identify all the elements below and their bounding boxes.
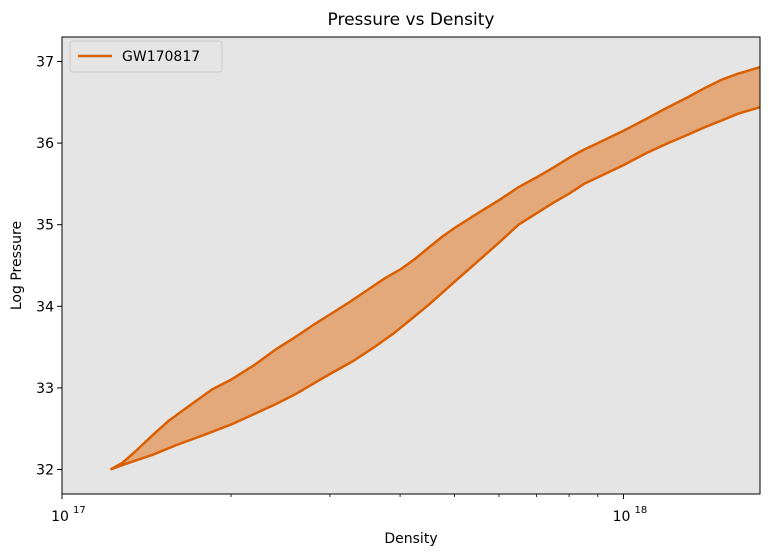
chart-title: Pressure vs Density — [328, 10, 495, 30]
band-fill-0 — [110, 67, 760, 470]
x-tick-label-18: 10 — [613, 509, 631, 525]
axes: 32 33 34 35 36 37 10 17 10 18 — [36, 54, 647, 525]
legend-box — [69, 40, 223, 73]
upper-bound-line-0 — [109, 66, 761, 471]
y-tick-label-37: 37 — [36, 54, 54, 70]
legend-label-gw170817: GW170817 — [122, 49, 200, 65]
y-tick-label-36: 36 — [36, 136, 54, 152]
y-axis-label: Log Pressure — [9, 221, 25, 310]
x-tick-label-exp-17: 17 — [73, 505, 86, 516]
x-tick-label-17: 10 — [51, 509, 69, 525]
y-tick-label-35: 35 — [36, 218, 54, 234]
lower-bound-line-0 — [110, 106, 761, 471]
plot-frame — [61, 36, 761, 495]
chart-marks — [109, 66, 761, 471]
x-axis-label: Density — [384, 531, 437, 547]
y-tick-label-32: 32 — [36, 463, 54, 479]
y-tick-label-33: 33 — [36, 381, 54, 397]
x-tick-label-exp-18: 18 — [635, 505, 648, 516]
legend: GW170817 — [69, 40, 223, 73]
y-tick-label-34: 34 — [36, 299, 54, 315]
